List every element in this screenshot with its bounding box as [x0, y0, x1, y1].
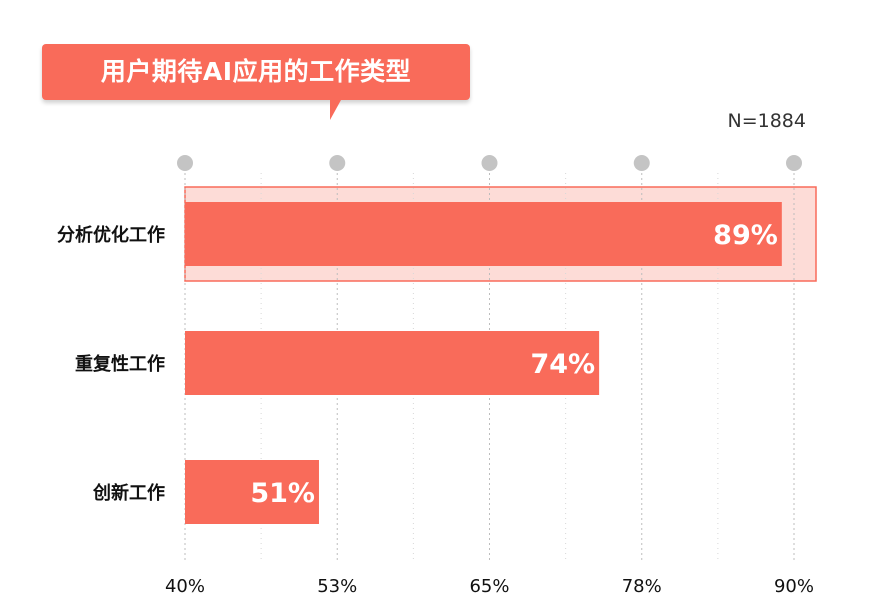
title-banner — [42, 44, 470, 100]
category-label: 分析优化工作 — [57, 224, 165, 246]
axis-dot — [177, 155, 193, 171]
category-label: 创新工作 — [92, 482, 165, 504]
x-tick-label: 40% — [165, 576, 205, 597]
axis-dot — [329, 155, 346, 171]
axis-dot — [786, 155, 802, 171]
x-tick-label: 53% — [317, 576, 357, 597]
axis-dot — [633, 155, 650, 171]
bar-value-label: 74% — [530, 349, 595, 380]
x-tick-label: 78% — [622, 576, 662, 597]
bar-value-label: 51% — [250, 478, 315, 509]
x-tick-label: 65% — [469, 576, 509, 597]
bar — [185, 202, 782, 266]
bar — [185, 460, 319, 524]
bar — [185, 331, 600, 395]
category-label: 重复性工作 — [75, 353, 165, 375]
x-tick-label: 90% — [774, 576, 814, 597]
axis-dot — [481, 155, 498, 171]
chart-title: 用户期待AI应用的工作类型 — [100, 57, 412, 86]
title-banner-pointer — [330, 100, 341, 120]
bar-value-label: 89% — [713, 220, 778, 251]
sample-size-label: N=1884 — [727, 110, 807, 132]
